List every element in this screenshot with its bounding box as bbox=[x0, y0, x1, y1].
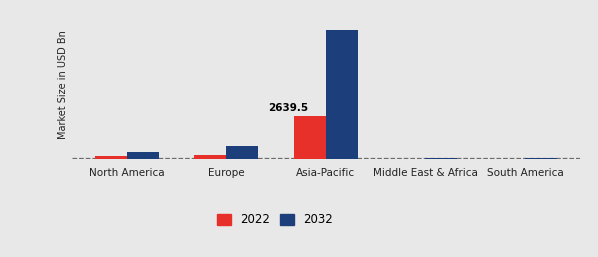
Y-axis label: Market Size in USD Bn: Market Size in USD Bn bbox=[57, 30, 68, 139]
Bar bbox=[95, 156, 127, 159]
Text: 2639.5: 2639.5 bbox=[268, 103, 308, 113]
Bar bbox=[127, 152, 158, 159]
Bar bbox=[194, 155, 226, 159]
Bar bbox=[525, 158, 557, 159]
Legend: 2022, 2032: 2022, 2032 bbox=[212, 208, 338, 231]
Bar bbox=[226, 146, 258, 159]
Bar bbox=[426, 158, 457, 159]
Bar bbox=[326, 30, 358, 159]
Bar bbox=[294, 116, 326, 159]
